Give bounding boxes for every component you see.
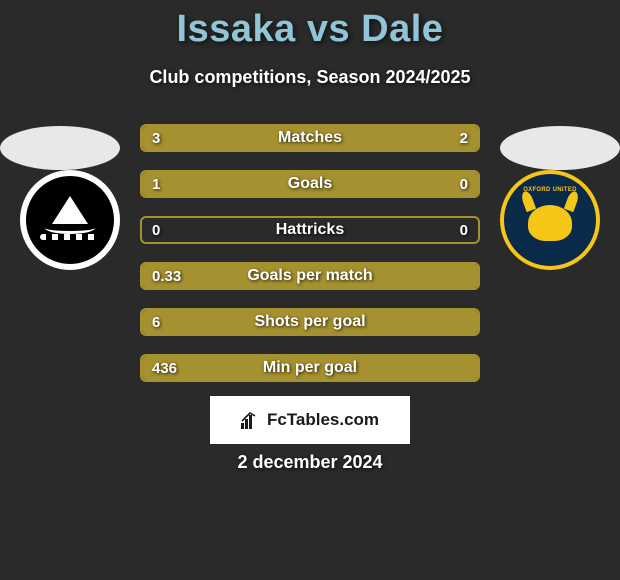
- player-right-silhouette: [500, 126, 620, 170]
- stat-value-left: 436: [152, 356, 177, 380]
- page-title: Issaka vs Dale: [0, 0, 620, 51]
- stat-value-left: 1: [152, 172, 160, 196]
- club-crest-left: [20, 170, 120, 270]
- stat-row: Goals per match0.33: [140, 262, 480, 290]
- watermark: FcTables.com: [210, 396, 410, 444]
- stat-row: Hattricks0 0: [140, 216, 480, 244]
- stat-label: Goals per match: [142, 264, 478, 288]
- player-left-silhouette: [0, 126, 120, 170]
- stat-row: Shots per goal6: [140, 308, 480, 336]
- plymouth-logo-icon: [40, 200, 100, 240]
- stat-value-right: 2: [460, 126, 468, 150]
- stat-value-left: 0.33: [152, 264, 181, 288]
- stat-value-left: 6: [152, 310, 160, 334]
- stat-label: Hattricks: [142, 218, 478, 242]
- stat-label: Min per goal: [142, 356, 478, 380]
- club-crest-right: OXFORD UNITED: [500, 170, 600, 270]
- stat-row: Matches3 2: [140, 124, 480, 152]
- subtitle: Club competitions, Season 2024/2025: [0, 67, 620, 88]
- stat-value-left: 3: [152, 126, 160, 150]
- stat-row: Min per goal436: [140, 354, 480, 382]
- stat-value-right: 0: [460, 172, 468, 196]
- watermark-text: FcTables.com: [267, 410, 379, 430]
- stats-bars: Matches32Goals10Hattricks00Goals per mat…: [140, 124, 480, 400]
- fctables-icon: [241, 411, 261, 429]
- stat-value-left: 0: [152, 218, 160, 242]
- date-label: 2 december 2024: [0, 452, 620, 473]
- stat-label: Shots per goal: [142, 310, 478, 334]
- oxford-united-logo-icon: OXFORD UNITED: [515, 185, 585, 255]
- stat-value-right: 0: [460, 218, 468, 242]
- stat-label: Matches: [142, 126, 478, 150]
- stat-row: Goals1 0: [140, 170, 480, 198]
- stat-label: Goals: [142, 172, 478, 196]
